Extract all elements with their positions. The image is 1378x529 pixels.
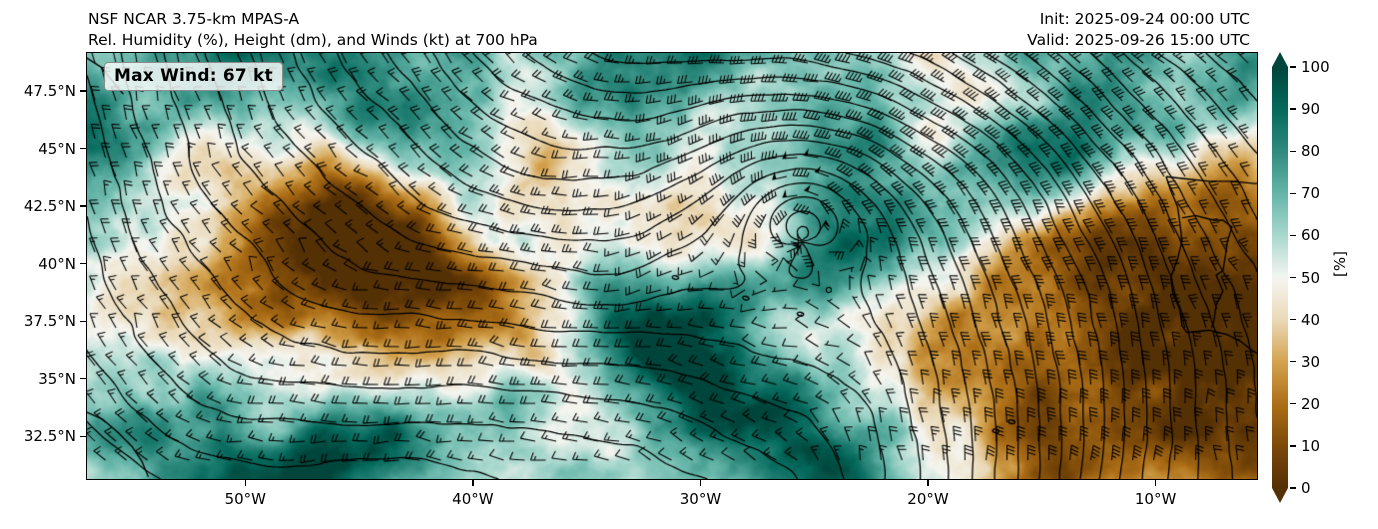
latitude-tick xyxy=(80,320,86,322)
colorbar-tick-label: 60 xyxy=(1301,226,1321,245)
latitude-tick-label: 42.5°N xyxy=(23,197,76,216)
longitude-tick-label: 20°W xyxy=(907,490,949,508)
colorbar-tick xyxy=(1290,234,1296,237)
latitude-tick-label: 45°N xyxy=(38,139,76,158)
longitude-tick xyxy=(244,480,246,486)
longitude-tick-label: 10°W xyxy=(1134,490,1177,508)
latitude-tick-label: 40°N xyxy=(38,254,76,273)
colorbar-extend-bottom-icon xyxy=(1272,488,1288,503)
page-title: NSF NCAR 3.75-km MPAS-A xyxy=(88,10,300,28)
colorbar-tick xyxy=(1290,318,1296,321)
longitude-tick xyxy=(927,480,929,486)
colorbar-unit-label: [%] xyxy=(1331,251,1349,277)
latitude-tick xyxy=(80,262,86,265)
colorbar-tick xyxy=(1290,361,1296,363)
colorbar-tick-label: 100 xyxy=(1301,58,1330,76)
longitude-tick xyxy=(472,480,474,486)
latitude-tick xyxy=(80,435,86,437)
colorbar-tick-label: 80 xyxy=(1301,142,1321,161)
latitude-tick xyxy=(80,147,86,150)
colorbar-tick-label: 40 xyxy=(1301,310,1321,329)
latitude-tick-label: 47.5°N xyxy=(23,82,76,101)
max-wind-annotation: Max Wind: 67 kt xyxy=(104,62,283,91)
colorbar xyxy=(1268,52,1292,512)
latitude-tick-label: 37.5°N xyxy=(23,312,76,331)
colorbar-tick xyxy=(1290,192,1296,194)
latitude-tick-label: 35°N xyxy=(38,369,76,388)
init-time-label: Init: 2025-09-24 00:00 UTC xyxy=(1039,10,1250,28)
latitude-tick-label: 32.5°N xyxy=(23,427,76,446)
colorbar-tick-label: 70 xyxy=(1301,184,1321,203)
colorbar-tick xyxy=(1290,150,1296,152)
colorbar-tick xyxy=(1290,487,1296,489)
colorbar-tick xyxy=(1290,445,1296,447)
longitude-tick xyxy=(699,480,702,486)
colorbar-tick-label: 50 xyxy=(1301,268,1321,287)
colorbar-tick xyxy=(1290,108,1296,110)
colorbar-tick-label: 0 xyxy=(1301,479,1311,497)
latitude-tick xyxy=(80,378,86,380)
valid-time-label: Valid: 2025-09-26 15:00 UTC xyxy=(1027,31,1250,49)
longitude-tick-label: 50°W xyxy=(224,490,267,508)
latitude-tick xyxy=(80,90,86,92)
longitude-tick xyxy=(1154,480,1157,486)
colorbar-tick xyxy=(1290,403,1296,405)
colorbar-tick-label: 10 xyxy=(1301,436,1321,455)
colorbar-tick xyxy=(1290,276,1296,279)
colorbar-gradient xyxy=(1272,67,1288,488)
longitude-tick-label: 40°W xyxy=(452,490,494,508)
page-subtitle: Rel. Humidity (%), Height (dm), and Wind… xyxy=(88,31,538,49)
latitude-tick xyxy=(80,205,86,207)
colorbar-tick-label: 20 xyxy=(1301,394,1321,413)
longitude-tick-label: 30°W xyxy=(679,490,722,508)
colorbar-tick xyxy=(1290,66,1296,68)
colorbar-tick-label: 30 xyxy=(1301,352,1321,371)
colorbar-extend-top-icon xyxy=(1272,52,1288,67)
colorbar-tick-label: 90 xyxy=(1301,100,1321,119)
map-plot-area xyxy=(86,52,1258,480)
map-canvas xyxy=(87,53,1257,479)
